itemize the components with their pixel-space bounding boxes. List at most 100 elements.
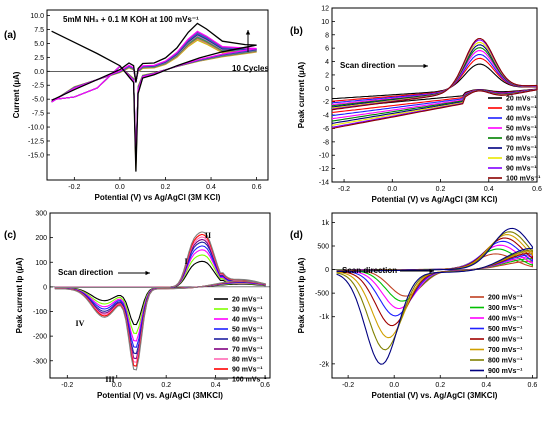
- cycle-curve: [51, 39, 257, 170]
- y-tick-label: -8: [323, 139, 329, 146]
- legend-label: 40 mVs⁻¹: [232, 317, 263, 324]
- legend-label: 200 mVs⁻¹: [488, 295, 523, 302]
- y-tick-label: -14: [319, 180, 329, 187]
- scan-direction-arrow-head: [145, 270, 150, 276]
- peak-label: IV: [76, 319, 85, 328]
- y-tick-label: 2.5: [34, 55, 44, 62]
- legend-label: 50 mVs⁻¹: [232, 327, 263, 334]
- x-axis-label: Potential (V) vs. Ag/AgCl (3MKCl): [372, 391, 498, 400]
- panel-label: (d): [290, 230, 303, 241]
- y-tick-label: -500: [315, 291, 329, 298]
- y-axis-label: Current (µA): [12, 71, 21, 118]
- y-tick-label: -2: [323, 99, 329, 106]
- x-tick-label: 0.2: [436, 186, 446, 193]
- legend-label: 90 mVs⁻¹: [232, 367, 263, 374]
- plot-frame: [49, 212, 271, 379]
- x-tick-label: -0.2: [68, 184, 80, 191]
- legend-label: 500 mVs⁻¹: [488, 326, 523, 333]
- scan-direction-label: Scan direction: [58, 268, 113, 277]
- legend-label: 100 mVs⁻¹: [506, 176, 541, 183]
- cv-curve: [54, 231, 266, 371]
- y-tick-label: 1k: [322, 220, 330, 227]
- legend-label: 60 mVs⁻¹: [506, 136, 537, 143]
- peak-label: III: [105, 375, 114, 384]
- y-tick-label: -12.5: [28, 138, 44, 145]
- x-tick-label: 0.2: [435, 382, 445, 389]
- panel-label: (b): [290, 26, 303, 37]
- legend-label: 600 mVs⁻¹: [488, 337, 523, 344]
- peak-label: I: [184, 257, 187, 266]
- panel-d: -0.2 0.0 0.2 0.4 0.6 1k 500 0 -500 -1k -2k Potentia…: [290, 212, 538, 400]
- y-tick-label: 10: [321, 19, 329, 26]
- y-tick-label: 4: [325, 59, 329, 66]
- y-tick-label: -15.0: [28, 152, 44, 159]
- y-tick-label: -200: [33, 334, 47, 341]
- y-tick-label: -7.5: [32, 111, 44, 118]
- y-tick-label: 0: [325, 267, 329, 274]
- x-tick-label: 0.6: [260, 382, 270, 389]
- cycle-curve: [51, 22, 257, 172]
- x-tick-label: 0.4: [211, 382, 221, 389]
- y-tick-label: 7.5: [34, 27, 44, 34]
- y-tick-label: 5.0: [34, 41, 44, 48]
- legend-label: 300 mVs⁻¹: [488, 305, 523, 312]
- y-axis-label: Peak current Ip (µA): [297, 257, 306, 333]
- cycle-curve: [51, 37, 257, 166]
- legend-label: 100 mVs⁻¹: [232, 377, 267, 384]
- legend-label: 80 mVs⁻¹: [506, 156, 537, 163]
- y-tick-label: -10.0: [28, 125, 44, 132]
- panel-label: (a): [4, 30, 16, 41]
- legend-label: 900 mVs⁻¹: [488, 368, 523, 375]
- legend-label: 80 mVs⁻¹: [232, 357, 263, 364]
- y-tick-label: -6: [323, 126, 329, 133]
- panel-a: -0.2 0.0 0.2 0.4 0.6 10.0 7.5 5.0 2.5 0.0 -2.5 -5.0…: [4, 9, 269, 202]
- x-tick-label: -0.2: [338, 186, 350, 193]
- y-tick-label: 0: [325, 86, 329, 93]
- scan-direction-label: Scan direction: [340, 61, 395, 70]
- legend-label: 400 mVs⁻¹: [488, 316, 523, 323]
- y-tick-label: -10: [319, 153, 329, 160]
- cycles-arrow-head: [245, 30, 251, 35]
- legend-label: 60 mVs⁻¹: [232, 337, 263, 344]
- panel-b: -0.2 0.0 0.2 0.4 0.6 12 10 8 6 4 2 0 -2 -4 -6 -8 -10 -12 -…: [290, 6, 542, 205]
- scan-direction-arrow-head: [423, 63, 428, 69]
- y-tick-label: 6: [325, 46, 329, 53]
- cycles-label: 10 Cycles: [232, 64, 269, 73]
- y-tick-label: 0: [43, 284, 47, 291]
- y-tick-label: 200: [35, 235, 47, 242]
- x-tick-label: 0.6: [528, 382, 538, 389]
- cv-curve: [331, 37, 538, 130]
- annotation: 5mM NH₃ + 0.1 M KOH at 100 mVs⁻¹: [63, 15, 199, 24]
- legend-label: 30 mVs⁻¹: [232, 307, 263, 314]
- x-axis-label: Potential (V) vs Ag/AgCl (3M KCl): [95, 193, 221, 202]
- cycle-curve: [51, 38, 257, 168]
- y-tick-label: -300: [33, 358, 47, 365]
- scan-direction-arrow-head: [429, 268, 434, 274]
- plot-frame: [331, 7, 538, 183]
- y-tick-label: 10.0: [30, 13, 44, 20]
- y-tick-label: 12: [321, 6, 329, 13]
- legend-label: 700 mVs⁻¹: [488, 347, 523, 354]
- legend-label: 800 mVs⁻¹: [488, 358, 523, 365]
- y-tick-label: -2.5: [32, 83, 44, 90]
- x-tick-label: 0.4: [484, 186, 494, 193]
- x-tick-label: 0.2: [161, 184, 171, 191]
- x-tick-label: -0.2: [342, 382, 354, 389]
- y-tick-label: 300: [35, 211, 47, 218]
- y-tick-label: -12: [319, 166, 329, 173]
- x-axis-label: Potential (V) vs. Ag/AgCl (3MKCl): [97, 391, 223, 400]
- y-tick-label: 0.0: [34, 69, 44, 76]
- legend-label: 40 mVs⁻¹: [506, 116, 537, 123]
- y-tick-label: 2: [325, 72, 329, 79]
- legend-label: 70 mVs⁻¹: [506, 146, 537, 153]
- y-tick-label: -2k: [319, 361, 329, 368]
- x-tick-label: 0.2: [161, 382, 171, 389]
- legend-label: 20 mVs⁻¹: [232, 297, 263, 304]
- x-tick-label: 0.6: [532, 186, 542, 193]
- x-tick-label: 0.4: [206, 184, 216, 191]
- x-tick-label: 0.0: [389, 382, 399, 389]
- plot-frame: [331, 212, 538, 379]
- x-axis-label: Potential (V) vs Ag/AgCl (3M KCl): [372, 195, 498, 204]
- panel-c: -0.2 0.0 0.2 0.4 0.6 300 200 100 0 -100 -200 -300 Po…: [4, 211, 271, 400]
